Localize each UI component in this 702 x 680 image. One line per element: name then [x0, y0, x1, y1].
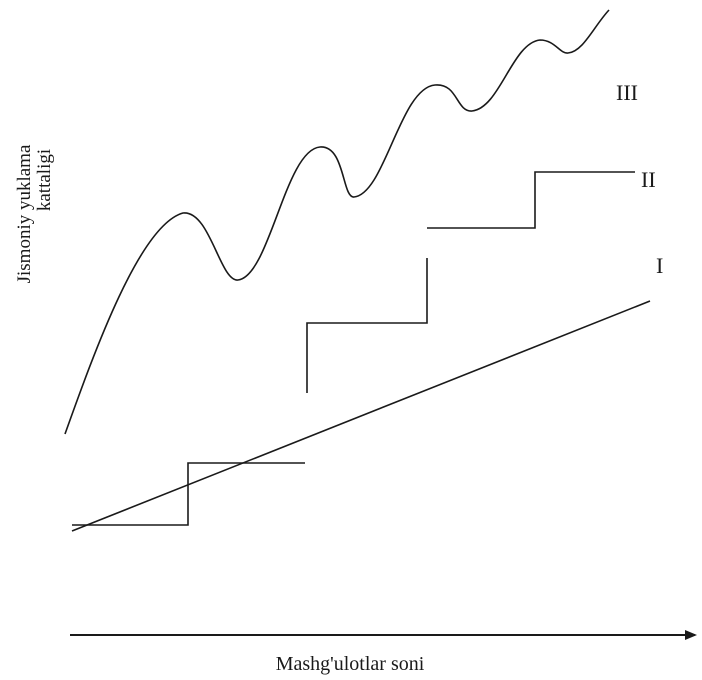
curve-III-label: III — [616, 80, 638, 105]
curve-I-linear — [71, 300, 651, 532]
y-axis-label-line1: Jismoniy yuklama — [14, 144, 35, 283]
curve-II-step-1 — [72, 462, 305, 526]
curve-II-step-3 — [427, 171, 635, 229]
curve-I-label: I — [656, 253, 663, 278]
curve-III-wave — [64, 9, 610, 435]
curve-II-step-2 — [306, 258, 428, 393]
curve-II-label: II — [641, 167, 656, 192]
x-axis-label: Mashg'ulotlar soni — [276, 653, 425, 675]
y-axis-label-line2: kattaligi — [34, 149, 55, 211]
